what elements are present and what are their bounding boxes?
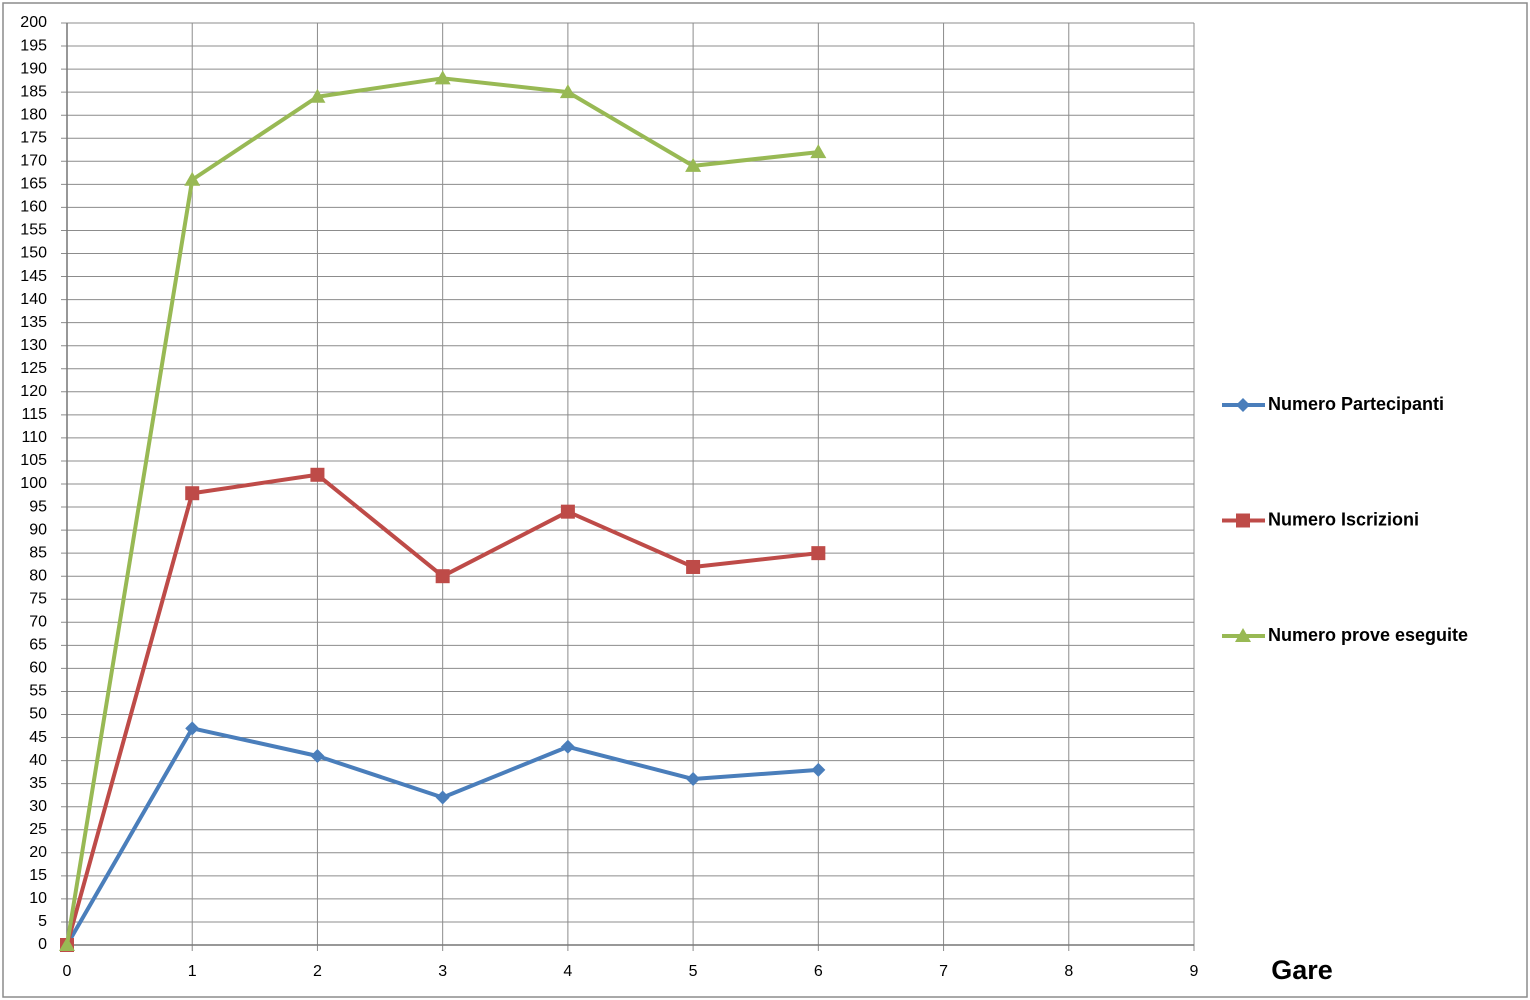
- y-tick-label: 170: [20, 153, 47, 170]
- data-point: [184, 171, 201, 186]
- data-point: [310, 748, 325, 763]
- y-tick-label: 65: [29, 637, 47, 654]
- data-point: [559, 84, 576, 99]
- x-tick-label: 6: [814, 963, 823, 980]
- data-point: [560, 504, 575, 519]
- y-tick-label: 155: [20, 222, 47, 239]
- y-tick-label: 45: [29, 729, 47, 746]
- y-tick-label: 75: [29, 590, 47, 607]
- y-tick-label: 165: [20, 176, 47, 193]
- y-tick-label: 95: [29, 498, 47, 515]
- data-point: [686, 559, 701, 574]
- legend-marker: [1236, 513, 1250, 528]
- y-tick-label: 30: [29, 798, 47, 815]
- y-tick-label: 160: [20, 199, 47, 216]
- y-tick-label: 85: [29, 544, 47, 561]
- y-tick-label: 130: [20, 337, 47, 354]
- y-tick-label: 5: [38, 913, 47, 930]
- data-point: [686, 772, 701, 787]
- y-tick-label: 115: [21, 406, 47, 423]
- y-tick-label: 60: [29, 660, 47, 677]
- data-point: [434, 70, 451, 85]
- y-tick-label: 0: [38, 936, 47, 953]
- legend-label: Numero Partecipanti: [1268, 394, 1444, 414]
- data-point: [435, 790, 450, 805]
- x-tick-label: 5: [689, 963, 698, 980]
- y-tick-label: 25: [29, 821, 47, 838]
- data-point: [685, 157, 702, 172]
- legend-label: Numero Iscrizioni: [1268, 509, 1419, 529]
- y-tick-label: 35: [29, 775, 47, 792]
- x-tick-label: 4: [563, 963, 572, 980]
- x-tick-label: 2: [313, 963, 322, 980]
- y-tick-label: 125: [20, 360, 47, 377]
- data-point: [435, 569, 450, 584]
- y-tick-label: 110: [21, 429, 47, 446]
- data-point: [810, 144, 827, 159]
- y-tick-label: 190: [20, 60, 47, 77]
- y-tick-label: 180: [20, 106, 47, 123]
- data-point: [811, 762, 826, 777]
- data-point: [185, 721, 200, 736]
- data-point: [560, 739, 575, 754]
- y-tick-label: 140: [20, 291, 47, 308]
- y-tick-label: 145: [20, 268, 47, 285]
- x-tick-label: 9: [1190, 963, 1199, 980]
- data-point: [811, 546, 826, 561]
- y-tick-label: 100: [20, 475, 47, 492]
- y-tick-label: 40: [29, 752, 47, 769]
- data-point: [310, 467, 325, 482]
- y-tick-label: 80: [29, 567, 47, 584]
- y-tick-label: 185: [20, 83, 47, 100]
- x-tick-label: 1: [188, 963, 197, 980]
- x-tick-label: 7: [939, 963, 948, 980]
- y-tick-label: 175: [20, 129, 47, 146]
- y-tick-label: 195: [20, 37, 47, 54]
- y-tick-label: 150: [20, 245, 47, 262]
- y-tick-label: 20: [29, 844, 47, 861]
- y-tick-label: 90: [29, 521, 47, 538]
- x-tick-label: 8: [1064, 963, 1073, 980]
- x-axis-title: Gare: [1271, 955, 1333, 985]
- y-tick-label: 50: [29, 706, 47, 723]
- data-point: [59, 937, 75, 951]
- y-tick-label: 120: [20, 383, 47, 400]
- legend-marker: [1235, 628, 1251, 642]
- x-tick-label: 0: [63, 963, 72, 980]
- data-point: [185, 486, 200, 501]
- y-tick-label: 15: [29, 867, 47, 884]
- y-tick-label: 55: [29, 683, 47, 700]
- y-tick-label: 70: [29, 614, 47, 631]
- x-tick-label: 3: [438, 963, 447, 980]
- y-tick-label: 200: [20, 14, 47, 31]
- y-tick-label: 135: [20, 314, 47, 331]
- legend-label: Numero prove eseguite: [1268, 625, 1468, 645]
- data-point: [309, 88, 326, 103]
- y-tick-label: 105: [20, 452, 47, 469]
- y-tick-label: 10: [29, 890, 47, 907]
- legend-marker: [1236, 398, 1250, 412]
